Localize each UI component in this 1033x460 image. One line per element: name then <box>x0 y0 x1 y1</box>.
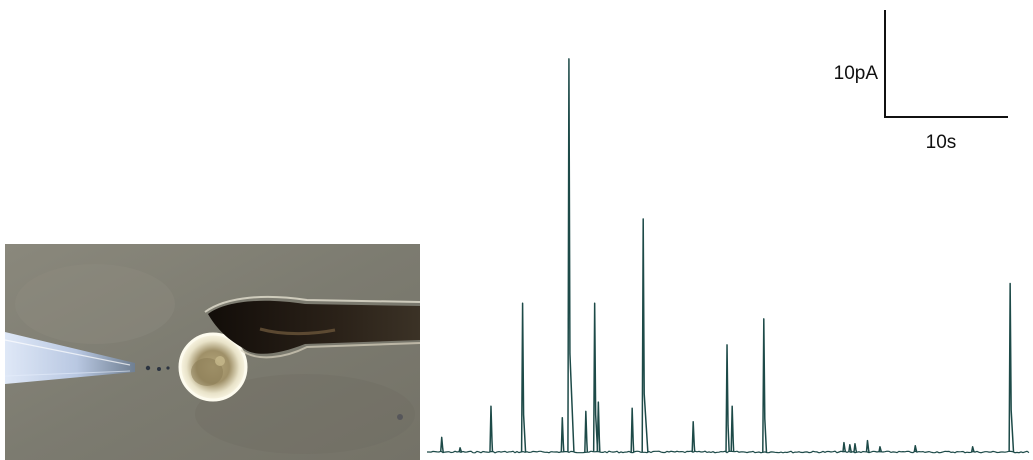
trace-event-1 <box>439 436 444 453</box>
trace-event-19 <box>865 439 870 453</box>
trace-event-9 <box>596 401 601 453</box>
trace-event-14 <box>730 405 735 453</box>
trace-event-17 <box>848 443 853 453</box>
trace-baseline <box>427 450 1030 454</box>
trace-event-11 <box>641 218 649 453</box>
trace-event-12 <box>691 421 696 453</box>
scale-bar-current-label: 10pA <box>834 63 879 84</box>
trace-event-10 <box>630 407 635 453</box>
scale-bar-time-label: 10s <box>926 132 957 153</box>
trace-event-2 <box>458 447 463 453</box>
trace-event-3 <box>489 405 494 453</box>
trace-event-5 <box>560 416 565 453</box>
scale-bar: 10pA 10s <box>834 10 1008 153</box>
trace-event-18 <box>853 442 858 453</box>
trace-event-13 <box>725 344 730 453</box>
trace-event-8 <box>592 302 599 453</box>
trace-event-23 <box>1008 282 1015 453</box>
recording-pipette <box>5 332 135 384</box>
trace-event-15 <box>762 318 768 453</box>
trace-event-22 <box>970 446 975 453</box>
trace-event-7 <box>584 410 589 453</box>
cell-micrograph <box>5 244 420 460</box>
trace-event-16 <box>842 441 847 453</box>
current-trace <box>427 58 1030 454</box>
trace-event-21 <box>913 445 918 453</box>
trace-event-4 <box>520 302 527 453</box>
trace-event-20 <box>878 446 883 453</box>
holding-pipette <box>208 300 420 354</box>
trace-event-6 <box>567 58 575 453</box>
